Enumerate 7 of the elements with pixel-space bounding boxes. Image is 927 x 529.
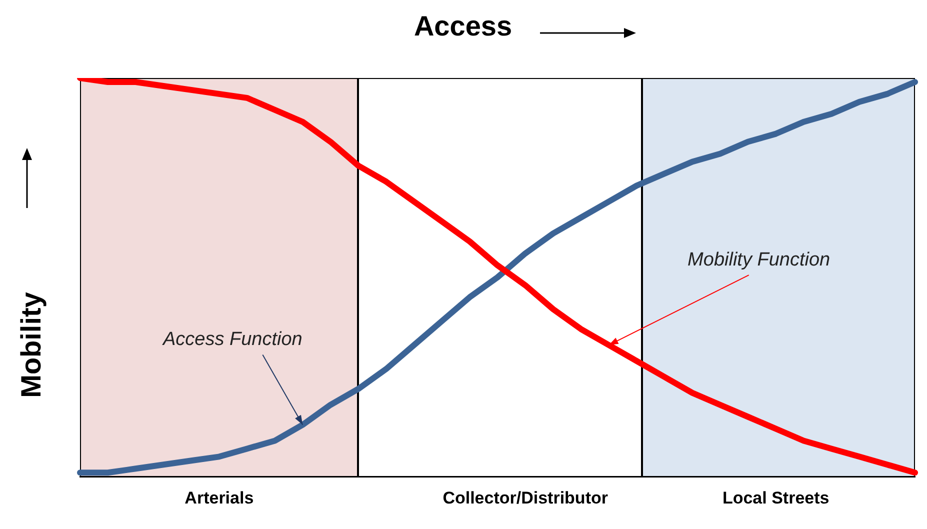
x-tick-label: Local Streets xyxy=(722,488,830,508)
x-tick-label: Arterials xyxy=(184,488,254,508)
chart-title: Access xyxy=(414,10,512,42)
y-axis-title: Mobility xyxy=(16,292,47,398)
x-tick-label: Collector/Distributor xyxy=(442,488,608,508)
annotation: Mobility Function xyxy=(688,249,830,270)
annotation: Access Function xyxy=(162,329,302,350)
